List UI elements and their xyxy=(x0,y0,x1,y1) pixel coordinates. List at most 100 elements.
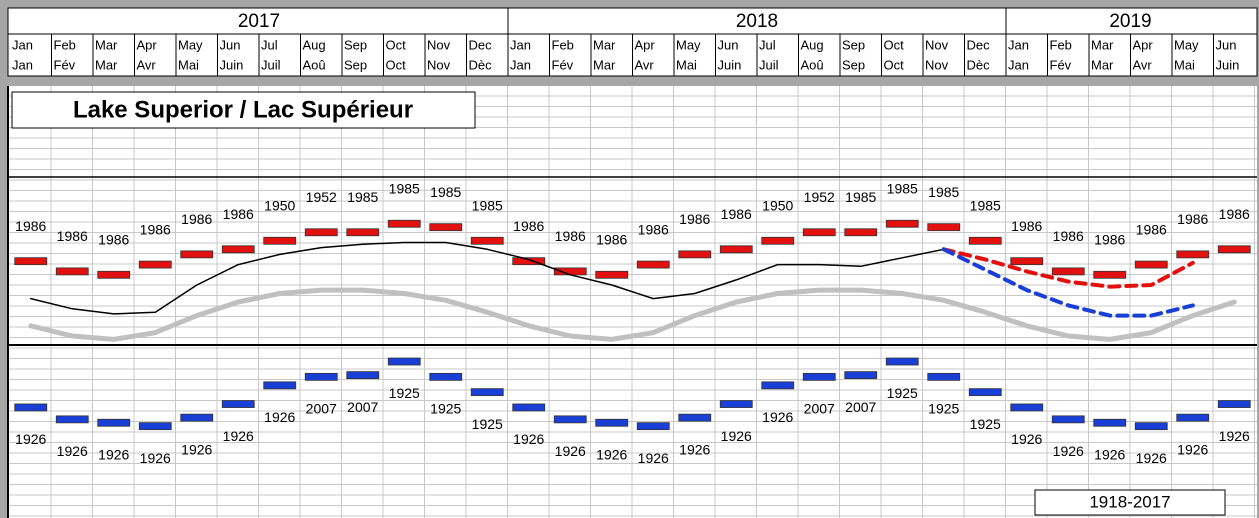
record-year: 1925 xyxy=(970,416,1001,432)
year-label: 2018 xyxy=(736,11,778,32)
x-tick-label: Jun xyxy=(1216,37,1237,52)
record-year: 1925 xyxy=(887,385,918,401)
x-tick-label: Oct xyxy=(386,37,407,52)
x-tick-label: Nov xyxy=(427,37,451,52)
period-label: 1918-2017 xyxy=(1089,492,1170,511)
x-tick-label: May xyxy=(1174,37,1199,52)
x-tick-label-fr: Avr xyxy=(137,57,157,72)
record-marker xyxy=(1010,403,1044,412)
record-marker xyxy=(263,381,297,390)
x-tick-label-fr: Mar xyxy=(1091,57,1114,72)
forecast-line xyxy=(941,247,1195,318)
record-marker xyxy=(761,381,795,390)
record-year: 1925 xyxy=(928,401,959,417)
record-year: 1926 xyxy=(1053,443,1084,459)
record-marker xyxy=(1217,400,1251,408)
plot-area xyxy=(8,86,1257,518)
record-year: 2007 xyxy=(804,401,835,417)
record-year: 1950 xyxy=(264,197,295,213)
record-year: 1926 xyxy=(555,443,586,459)
record-marker xyxy=(1010,257,1044,266)
level-line xyxy=(30,241,945,315)
record-marker xyxy=(885,357,919,366)
record-year: 1986 xyxy=(15,218,46,234)
x-tick-label-fr: Juin xyxy=(718,57,742,72)
x-tick-label-fr: Avr xyxy=(635,57,655,72)
x-tick-label: Apr xyxy=(635,37,656,52)
record-year: 1926 xyxy=(1094,446,1125,462)
record-marker xyxy=(1176,413,1210,422)
record-marker xyxy=(968,388,1002,397)
record-marker xyxy=(263,236,297,245)
record-marker xyxy=(221,245,255,254)
record-marker xyxy=(1134,422,1168,431)
x-tick-label-fr: Mar xyxy=(95,57,118,72)
record-year: 1925 xyxy=(472,416,503,432)
record-marker xyxy=(429,372,463,381)
x-tick-label-fr: Juil xyxy=(759,57,779,72)
x-tick-label-fr: Oct xyxy=(884,57,905,72)
record-marker xyxy=(387,357,421,366)
record-year: 1926 xyxy=(1177,441,1208,457)
title-box xyxy=(11,91,476,129)
record-marker xyxy=(1093,418,1127,427)
record-year: 1985 xyxy=(970,197,1001,213)
record-marker xyxy=(1134,260,1168,269)
record-marker xyxy=(1217,245,1251,254)
record-year: 1985 xyxy=(928,184,959,200)
x-tick-label-fr: Avr xyxy=(1133,57,1153,72)
record-marker xyxy=(346,371,380,380)
record-year: 1926 xyxy=(1219,428,1250,444)
x-tick-label-fr: Fév xyxy=(54,57,76,72)
record-marker xyxy=(429,223,463,232)
record-marker xyxy=(927,372,961,381)
record-marker xyxy=(1093,270,1127,279)
record-year: 1985 xyxy=(887,180,918,196)
x-tick-label-fr: Jan xyxy=(1008,57,1029,72)
x-tick-label: Apr xyxy=(1133,37,1154,52)
x-tick-label: May xyxy=(178,37,203,52)
record-year: 1926 xyxy=(721,428,752,444)
x-tick-label: Jun xyxy=(718,37,739,52)
record-year: 1985 xyxy=(472,197,503,213)
record-marker xyxy=(1051,267,1085,276)
x-tick-label-fr: Mai xyxy=(1174,57,1195,72)
record-marker xyxy=(97,270,131,279)
record-year: 2007 xyxy=(347,399,378,415)
x-tick-label: Feb xyxy=(552,37,574,52)
x-tick-label-fr: Nov xyxy=(427,57,451,72)
record-year: 1986 xyxy=(679,211,710,227)
record-year: 1986 xyxy=(1011,218,1042,234)
x-tick-label: Mar xyxy=(1091,37,1114,52)
record-year: 2007 xyxy=(845,399,876,415)
record-year: 1986 xyxy=(57,228,88,244)
x-tick-label: Mar xyxy=(95,37,118,52)
record-marker xyxy=(55,267,89,276)
x-tick-label: Sep xyxy=(344,37,367,52)
record-year: 1986 xyxy=(223,206,254,222)
record-year: 1986 xyxy=(555,228,586,244)
record-year: 1925 xyxy=(389,385,420,401)
record-year: 1986 xyxy=(98,231,129,247)
record-marker xyxy=(180,250,214,259)
record-marker xyxy=(138,260,172,269)
series-layer: 1986 1986 1986 1986 1986 1986 1950 1952 1985 1985… xyxy=(14,180,1251,466)
record-year: 1926 xyxy=(1011,431,1042,447)
record-year: 1926 xyxy=(596,446,627,462)
record-marker xyxy=(844,228,878,237)
record-marker xyxy=(678,250,712,259)
record-year: 1926 xyxy=(762,409,793,425)
record-year: 1986 xyxy=(721,206,752,222)
record-marker xyxy=(346,228,380,237)
record-year: 1926 xyxy=(513,431,544,447)
x-tick-label: Sep xyxy=(842,37,865,52)
record-marker xyxy=(553,415,587,424)
record-year: 1926 xyxy=(57,443,88,459)
x-tick-label: Dec xyxy=(469,37,493,52)
record-year: 1952 xyxy=(306,189,337,205)
record-marker xyxy=(968,236,1002,245)
x-tick-label-fr: Juin xyxy=(220,57,244,72)
x-tick-label-fr: Mai xyxy=(178,57,199,72)
x-tick-label-fr: Nov xyxy=(925,57,949,72)
